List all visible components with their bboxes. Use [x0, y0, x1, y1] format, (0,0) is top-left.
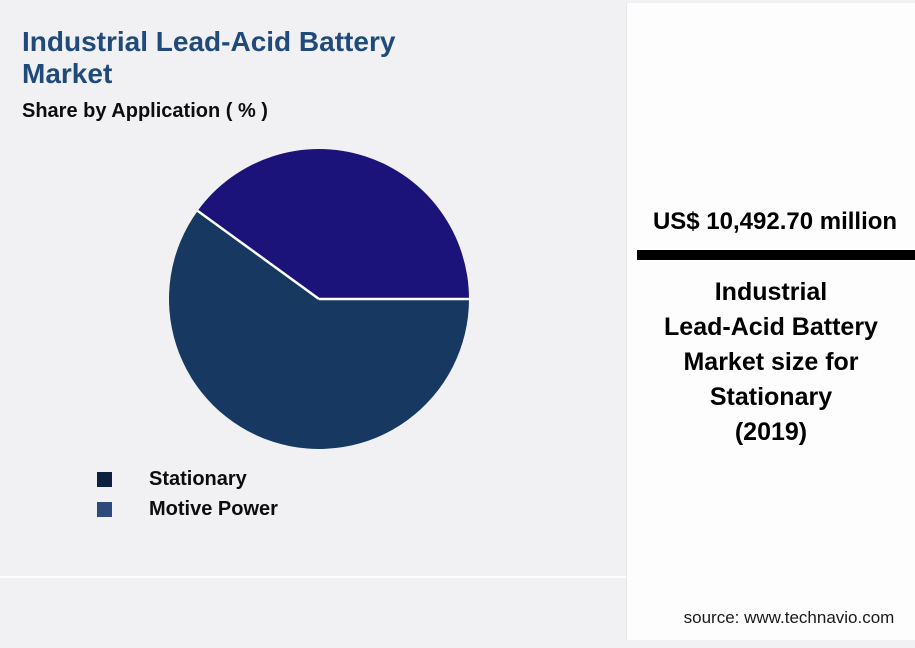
chart-subtitle: Share by Application ( % ) [22, 100, 268, 122]
legend-item-motive-power: Motive Power [97, 494, 278, 524]
pie-slice-divider [196, 209, 320, 301]
chart-legend: Stationary Motive Power [97, 464, 278, 524]
legend-marker [97, 471, 112, 487]
panel-description: Industrial Lead-Acid Battery Market size f… [627, 275, 915, 450]
legend-item-stationary: Stationary [97, 464, 278, 494]
pie-slice-stationary [197, 149, 469, 299]
panel-description-line: (2019) [734, 418, 808, 446]
panel-description-line: Market size for [683, 348, 859, 376]
panel-description-line: Industrial [714, 278, 828, 306]
source-text: source: www.technavio.com [683, 608, 895, 627]
pie-chart-container [167, 147, 471, 451]
legend-label: Motive Power [149, 497, 278, 520]
page-title: Industrial Lead-Acid Battery Market [22, 26, 396, 89]
highlight-panel: US$ 10,492.70 million Industrial Lead-Aci… [626, 3, 915, 640]
pie-chart [169, 149, 469, 450]
underline-bar [637, 250, 915, 260]
divider-line [0, 576, 626, 578]
legend-marker [97, 501, 112, 517]
panel-description-line: Stationary [709, 383, 833, 411]
panel-description-line: Lead-Acid Battery [664, 313, 878, 341]
legend-label: Stationary [149, 467, 247, 490]
pie-slice-motive-power [169, 210, 469, 450]
market-size-value: US$ 10,492.70 million [652, 208, 898, 235]
